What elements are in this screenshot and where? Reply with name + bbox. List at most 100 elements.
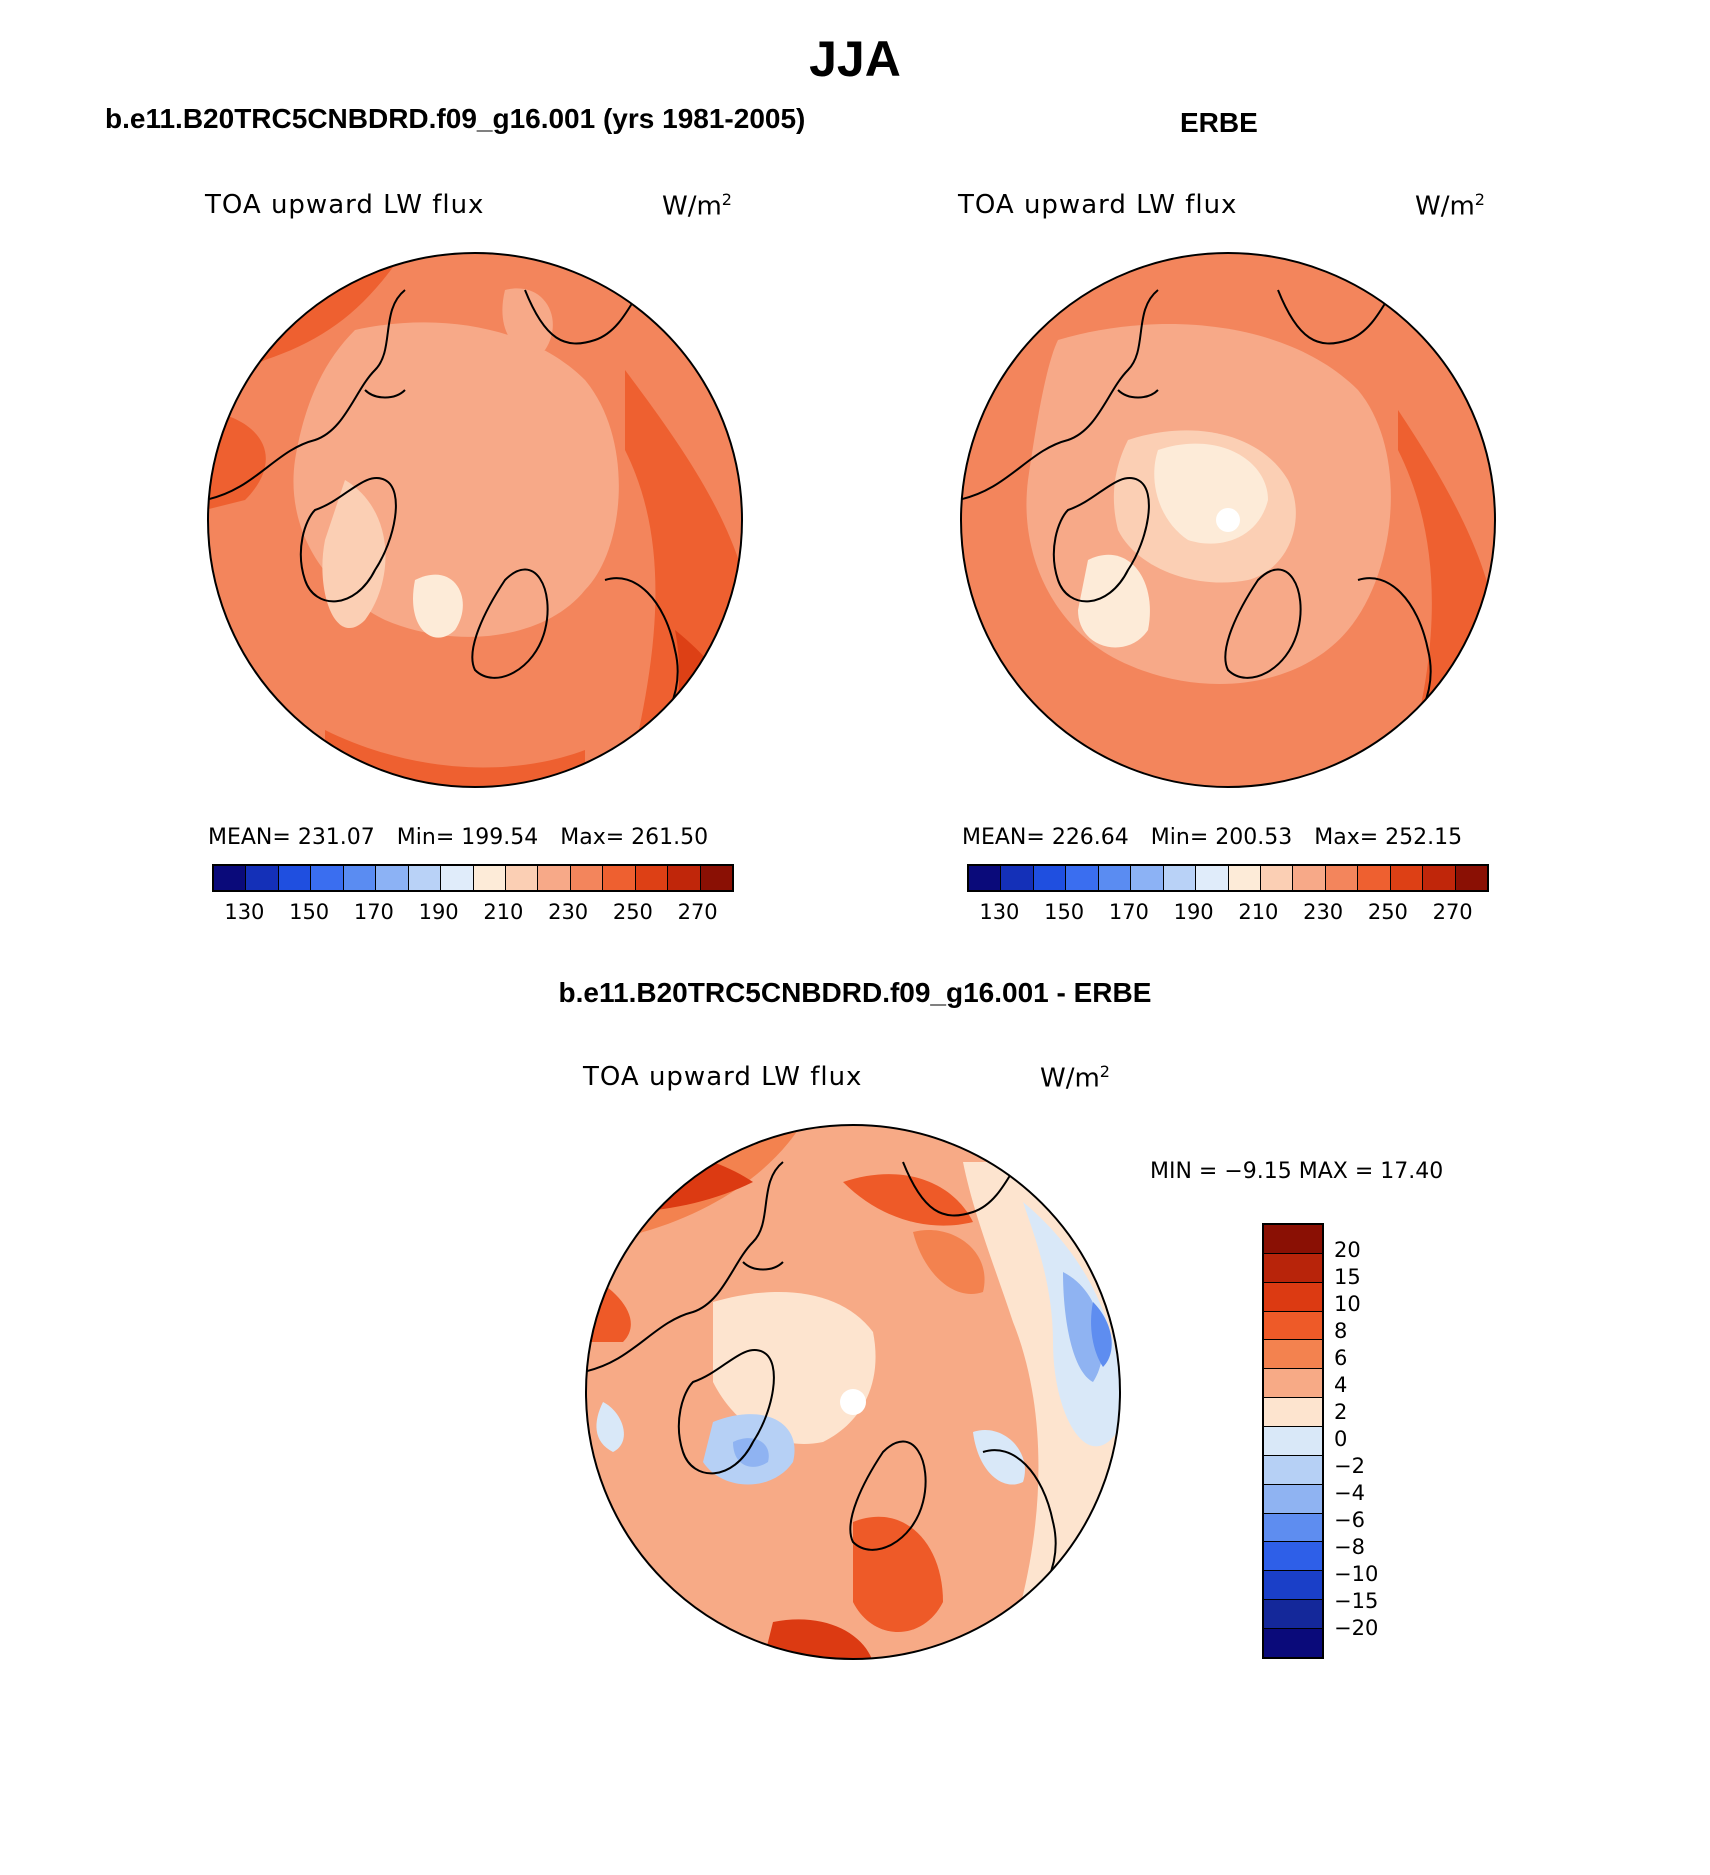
colorbar-tick-label: −2 [1334, 1454, 1365, 1478]
colorbar-swatch [408, 866, 442, 890]
diff-variable: TOA upward LW flux [583, 1062, 863, 1092]
colorbar-swatch [1390, 866, 1424, 890]
panel-erbe-variable: TOA upward LW flux [958, 190, 1238, 220]
colorbar-swatch [1264, 1225, 1322, 1254]
colorbar-swatch [1264, 1311, 1322, 1341]
colorbar-swatch [635, 866, 669, 890]
panel-model-unit: W/m2 [662, 190, 732, 222]
stat-max: Max= 252.15 [1314, 825, 1463, 850]
stat-mean: MEAN= 231.07 [208, 825, 375, 850]
diff-minmax: MIN = −9.15 MAX = 17.40 [1150, 1159, 1444, 1184]
colorbar-tick-label: −6 [1334, 1508, 1365, 1532]
colorbar-swatch [1196, 866, 1229, 890]
colorbar-swatch [1163, 866, 1197, 890]
colorbar-swatch [1260, 866, 1294, 890]
colorbar-swatch [376, 866, 409, 890]
stat-min: Min= 200.53 [1150, 825, 1293, 850]
colorbar-swatch [1264, 1253, 1322, 1283]
colorbar-tick-label: 6 [1334, 1346, 1348, 1370]
colorbar-tick-label: 150 [1044, 900, 1085, 924]
colorbar-swatch [570, 866, 604, 890]
colorbar-tick-label: 130 [224, 900, 265, 924]
figure-title: JJA [809, 31, 901, 87]
colorbar-model [212, 864, 734, 892]
colorbar-tick-label: −15 [1334, 1589, 1379, 1613]
colorbar-tick-label: 10 [1334, 1292, 1361, 1316]
colorbar-swatch [278, 866, 312, 890]
colorbar-tick-label: 150 [289, 900, 330, 924]
colorbar-swatch [1131, 866, 1164, 890]
diff-title: b.e11.B20TRC5CNBDRD.f09_g16.001 - ERBE [558, 977, 1152, 1008]
colorbar-tick-label: 230 [1303, 900, 1344, 924]
colorbar-swatch [700, 866, 732, 890]
colorbar-tick-label: −8 [1334, 1535, 1365, 1559]
colorbar-swatch [1423, 866, 1456, 890]
colorbar-swatch [1358, 866, 1391, 890]
colorbar-difference-ticks: 20 15 10 8 6 4 2 0 −2 −4 −6 −8 −10 −15 −20 [1334, 1223, 1414, 1655]
colorbar-swatch [538, 866, 571, 890]
colorbar-tick-label: −4 [1334, 1481, 1365, 1505]
colorbar-swatch [1033, 866, 1067, 890]
colorbar-tick-label: 230 [548, 900, 589, 924]
colorbar-swatch [668, 866, 701, 890]
colorbar-difference [1262, 1223, 1324, 1659]
colorbar-swatch [1066, 866, 1099, 890]
colorbar-swatch [969, 866, 1002, 890]
colorbar-tick-label: 190 [1173, 900, 1214, 924]
colorbar-tick-label: 250 [612, 900, 653, 924]
colorbar-swatch [1264, 1455, 1322, 1485]
colorbar-swatch [1264, 1282, 1322, 1312]
colorbar-swatch [441, 866, 474, 890]
colorbar-swatch [603, 866, 636, 890]
panel-erbe-unit: W/m2 [1415, 190, 1485, 222]
colorbar-swatch [1264, 1340, 1322, 1370]
colorbar-swatch [1264, 1629, 1322, 1657]
colorbar-tick-label: 210 [1238, 900, 1279, 924]
colorbar-swatch [1098, 866, 1132, 890]
polar-map-erbe [960, 252, 1496, 788]
colorbar-swatch [1228, 866, 1261, 890]
colorbar-swatch [1264, 1600, 1322, 1630]
colorbar-tick-label: −10 [1334, 1562, 1379, 1586]
colorbar-swatch [1264, 1398, 1322, 1428]
polar-map-model [207, 252, 743, 788]
colorbar-swatch [1455, 866, 1487, 890]
colorbar-tick-label: −20 [1334, 1616, 1379, 1640]
colorbar-swatch [1001, 866, 1034, 890]
colorbar-tick-label: 210 [483, 900, 524, 924]
colorbar-tick-label: 130 [979, 900, 1020, 924]
colorbar-tick-label: 190 [418, 900, 459, 924]
colorbar-swatch [343, 866, 377, 890]
colorbar-tick-label: 8 [1334, 1319, 1348, 1343]
colorbar-tick-label: 20 [1334, 1238, 1361, 1262]
colorbar-swatch [1325, 866, 1359, 890]
colorbar-swatch [1264, 1571, 1322, 1601]
colorbar-swatch [311, 866, 344, 890]
colorbar-tick-label: 170 [1108, 900, 1149, 924]
colorbar-swatch [1264, 1427, 1322, 1456]
colorbar-tick-label: 250 [1367, 900, 1408, 924]
colorbar-tick-label: 270 [677, 900, 718, 924]
panel-erbe-stats: MEAN= 226.64 Min= 200.53 Max= 252.15 [962, 825, 1462, 850]
colorbar-swatch [473, 866, 506, 890]
colorbar-swatch [214, 866, 247, 890]
diff-unit: W/m2 [1040, 1062, 1110, 1094]
colorbar-tick-label: 2 [1334, 1400, 1348, 1424]
colorbar-erbe [967, 864, 1489, 892]
colorbar-tick-label: 4 [1334, 1373, 1348, 1397]
colorbar-swatch [1264, 1542, 1322, 1572]
colorbar-swatch [246, 866, 279, 890]
colorbar-tick-label: 170 [353, 900, 394, 924]
panel-model-variable: TOA upward LW flux [205, 190, 485, 220]
panel-model-title: b.e11.B20TRC5CNBDRD.f09_g16.001 (yrs 198… [105, 103, 806, 134]
stat-min: Min= 199.54 [396, 825, 539, 850]
panel-erbe-title: ERBE [1180, 107, 1258, 138]
stat-mean: MEAN= 226.64 [962, 825, 1129, 850]
colorbar-swatch [1293, 866, 1326, 890]
panel-model-stats: MEAN= 231.07 Min= 199.54 Max= 261.50 [208, 825, 708, 850]
colorbar-swatch [1264, 1484, 1322, 1514]
colorbar-swatch [1264, 1513, 1322, 1543]
colorbar-tick-label: 15 [1334, 1265, 1361, 1289]
colorbar-tick-label: 0 [1334, 1427, 1348, 1451]
colorbar-swatch [1264, 1369, 1322, 1399]
